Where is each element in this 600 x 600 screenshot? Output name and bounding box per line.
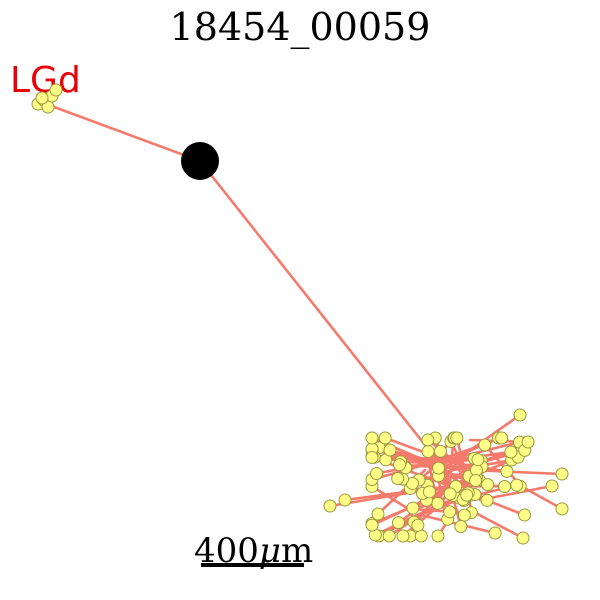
axon-segment xyxy=(388,448,442,472)
terminal-node xyxy=(432,461,446,475)
terminal-node xyxy=(443,505,457,519)
terminal-node xyxy=(498,480,512,494)
terminal-node xyxy=(370,467,384,481)
terminal-node xyxy=(504,445,518,459)
terminal-node xyxy=(391,516,405,530)
terminal-node xyxy=(378,431,392,445)
terminal-node xyxy=(516,531,530,545)
axon-segment xyxy=(468,508,525,540)
terminal-node xyxy=(513,408,527,422)
terminal-node xyxy=(431,529,445,543)
axon-segment xyxy=(370,485,410,510)
terminal-node xyxy=(460,488,474,502)
terminal-node xyxy=(495,431,509,445)
terminal-node xyxy=(365,518,379,532)
terminal-node xyxy=(510,478,524,492)
terminal-node xyxy=(383,443,397,457)
terminal-node xyxy=(323,499,337,513)
axon-segment xyxy=(198,159,427,447)
terminal-node xyxy=(421,433,435,447)
terminal-node xyxy=(450,431,464,445)
figure-title: 18454_00059 xyxy=(170,5,431,50)
terminal-node xyxy=(545,479,559,493)
axon-segment xyxy=(383,436,445,461)
terminal-node xyxy=(433,444,447,458)
terminal-node xyxy=(391,472,405,486)
terminal-node xyxy=(518,508,532,522)
scale-bar-unit-symbol: μ xyxy=(259,531,281,571)
terminal-node xyxy=(422,485,436,499)
terminal-node xyxy=(393,458,407,472)
terminal-node xyxy=(49,83,63,97)
terminal-node xyxy=(480,493,494,507)
terminal-node xyxy=(500,464,514,478)
terminal-node xyxy=(469,473,483,487)
terminal-node xyxy=(457,508,471,522)
terminal-node xyxy=(35,91,49,105)
terminal-node xyxy=(478,438,492,452)
terminal-node xyxy=(555,467,569,481)
terminal-node xyxy=(371,507,385,521)
terminal-node xyxy=(421,445,435,459)
soma-marker xyxy=(181,142,219,180)
terminal-node xyxy=(454,519,468,533)
terminal-node xyxy=(521,435,535,449)
terminal-node xyxy=(471,453,485,467)
axon-segment xyxy=(44,102,202,163)
terminal-node xyxy=(406,501,420,515)
terminal-node xyxy=(396,529,410,543)
terminal-node xyxy=(365,450,379,464)
terminal-node xyxy=(443,487,457,501)
terminal-node xyxy=(488,526,502,540)
terminal-node xyxy=(411,518,425,532)
terminal-node xyxy=(481,478,495,492)
terminal-node xyxy=(555,502,569,516)
terminal-node xyxy=(338,493,352,507)
axon-segment xyxy=(406,479,477,510)
terminal-node xyxy=(414,529,428,543)
terminal-node xyxy=(431,496,445,510)
axon-terminals xyxy=(31,83,569,545)
terminal-node xyxy=(365,431,379,445)
scale-bar xyxy=(201,563,304,567)
terminal-node xyxy=(382,529,396,543)
